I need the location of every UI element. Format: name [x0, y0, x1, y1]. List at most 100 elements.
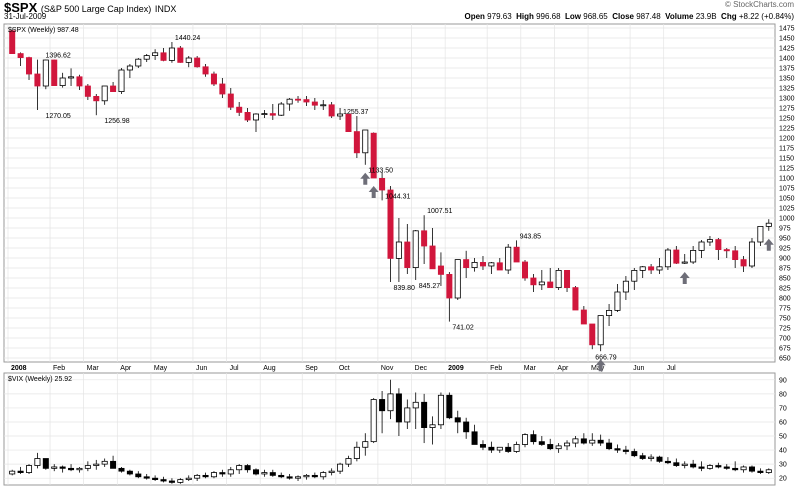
- vix-candle-body: [589, 439, 596, 444]
- spx-y-tick-label: 1200: [779, 136, 795, 143]
- vix-candle-body: [42, 458, 49, 469]
- vix-candle-body: [606, 442, 613, 450]
- vix-candle-body: [690, 463, 697, 468]
- vix-candle-body: [446, 394, 453, 419]
- vix-candle-body: [429, 424, 436, 428]
- spx-candle-body: [337, 113, 344, 117]
- spx-candle-body: [496, 262, 503, 271]
- spx-candle-body: [143, 55, 150, 60]
- spx-candle-body: [328, 104, 335, 117]
- spx-candle-body: [210, 73, 217, 85]
- vix-candle-body: [622, 449, 629, 452]
- vix-candle-body: [93, 463, 100, 466]
- vix-candle-body: [521, 434, 529, 445]
- spx-candle-body: [580, 309, 587, 325]
- spx-candle-body: [421, 230, 428, 247]
- spx-y-tick-label: 1275: [779, 106, 795, 113]
- spx-candle-body: [572, 287, 579, 311]
- spx-y-tick-label: 1150: [779, 156, 794, 163]
- spx-candle-body: [614, 291, 621, 311]
- vix-candle-body: [664, 460, 671, 464]
- vix-y-tick-label: 20: [779, 476, 787, 483]
- spx-candle-body: [395, 241, 402, 259]
- spx-candle-body: [320, 104, 327, 107]
- spx-candle-body: [757, 225, 764, 243]
- x-axis-month-label: Apr: [557, 365, 569, 372]
- spx-y-tick-label: 1175: [779, 146, 794, 153]
- spx-candle-body: [244, 112, 251, 121]
- spx-value-annotation: 1270.05: [45, 113, 70, 120]
- vix-candle-body: [530, 434, 537, 443]
- spx-candle-body: [748, 241, 755, 267]
- vix-y-tick-label: 60: [779, 419, 787, 426]
- high-label: High: [516, 12, 534, 21]
- vix-candle-body: [286, 476, 293, 479]
- x-axis-month-label: Jul: [667, 365, 676, 372]
- spx-candle-body: [690, 249, 697, 263]
- vix-candle-body: [437, 394, 444, 426]
- spx-candle-body: [286, 98, 293, 105]
- chg-label: Chg: [721, 12, 737, 21]
- vix-candle-body: [547, 444, 554, 450]
- spx-candle-body: [84, 85, 91, 97]
- spx-candle-body: [648, 266, 655, 271]
- vix-candle-body: [236, 465, 243, 471]
- vix-candle-body: [673, 462, 680, 466]
- vix-y-tick-label: 80: [779, 391, 787, 398]
- close-value: 987.48: [636, 12, 661, 21]
- vix-candle-body: [337, 463, 344, 472]
- vix-candle-body: [160, 479, 167, 482]
- spx-y-tick-label: 950: [779, 236, 791, 243]
- buy-arrow-icon: [595, 359, 606, 372]
- x-axis-month-label: Jun: [633, 365, 644, 372]
- spx-candle-body: [295, 98, 302, 101]
- spx-candle-body: [126, 65, 133, 71]
- vix-candle-body: [648, 456, 655, 459]
- spx-y-tick-label: 1350: [779, 76, 795, 83]
- spx-value-annotation: 1440.24: [175, 35, 200, 42]
- symbol-name: (S&P 500 Large Cap Index): [40, 4, 152, 14]
- vix-y-tick-label: 50: [779, 434, 787, 441]
- vix-candle-body: [757, 470, 764, 473]
- spx-candle-body: [664, 249, 671, 268]
- spx-candle-body: [723, 249, 730, 252]
- spx-candle-body: [622, 280, 629, 293]
- vix-candle-body: [17, 470, 24, 473]
- spx-candle-body: [732, 250, 739, 261]
- spx-candle-body: [168, 47, 175, 61]
- spx-y-tick-label: 1000: [779, 216, 795, 223]
- x-axis-month-label: Oct: [339, 365, 350, 372]
- chg-value: +8.22 (+0.84%): [738, 12, 794, 21]
- spx-y-tick-label: 650: [779, 356, 791, 363]
- vix-candle-body: [412, 401, 419, 409]
- spx-y-tick-label: 1050: [779, 196, 795, 203]
- spx-y-tick-label: 1100: [779, 176, 794, 183]
- buy-arrow-icon: [368, 186, 379, 198]
- x-axis-month-label: Sep: [305, 365, 318, 372]
- spx-value-annotation: 1044.31: [385, 193, 410, 200]
- spx-value-annotation: 741.02: [452, 325, 474, 332]
- vix-y-tick-label: 70: [779, 405, 787, 412]
- ohlc-readout: Open 979.63 High 996.68 Low 968.65 Close…: [464, 12, 794, 21]
- spx-y-tick-label: 1025: [779, 206, 795, 213]
- spx-candle-body: [42, 59, 49, 87]
- vix-y-tick-label: 30: [779, 462, 787, 469]
- vix-candle-body: [479, 444, 486, 448]
- vix-candle-body: [328, 470, 335, 473]
- spx-candle-body: [68, 76, 75, 79]
- low-value: 968.65: [583, 12, 608, 21]
- buy-arrow-icon: [763, 238, 774, 251]
- vix-candle-body: [748, 466, 755, 472]
- spx-candle-body: [93, 96, 100, 102]
- spx-candle-body: [488, 262, 495, 267]
- vix-candle-body: [278, 474, 285, 478]
- spx-candle-body: [177, 47, 184, 63]
- open-label: Open: [464, 12, 485, 21]
- spx-value-annotation: 1256.98: [104, 118, 129, 125]
- spx-candle-body: [160, 52, 167, 61]
- spx-candle-body: [463, 259, 470, 269]
- vix-candle-body: [379, 399, 386, 412]
- vix-candle-body: [496, 446, 503, 451]
- vix-candle-body: [631, 451, 638, 457]
